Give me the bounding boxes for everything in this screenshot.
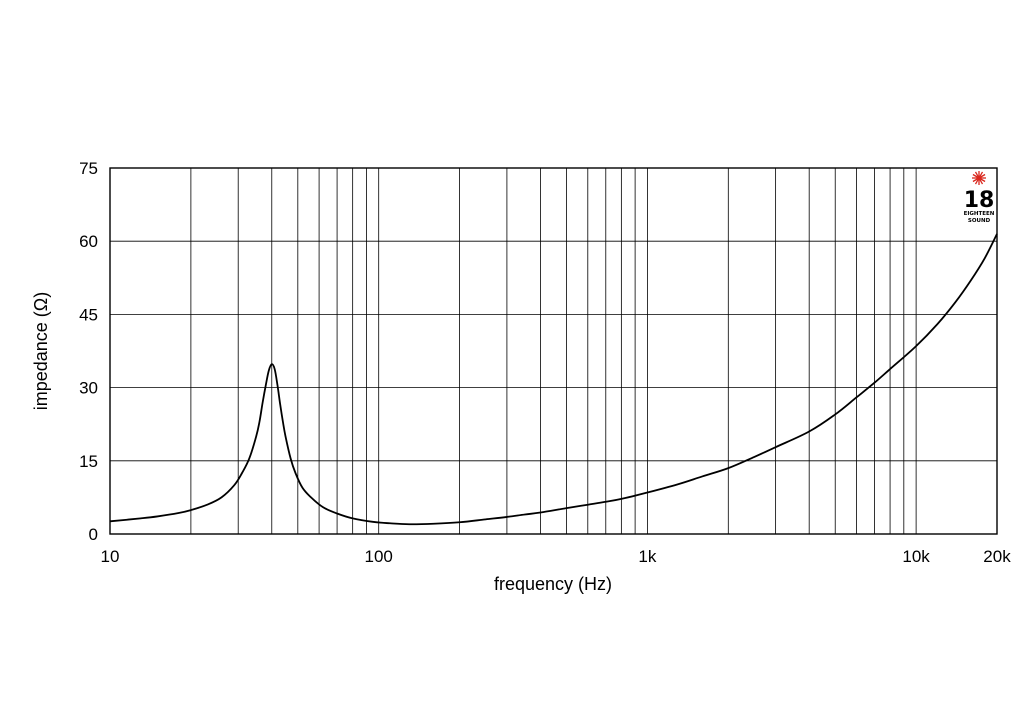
logo-line-2: SOUND — [968, 218, 991, 224]
y-tick-label: 60 — [79, 232, 98, 251]
brand-logo: 18 EIGHTEEN SOUND — [964, 171, 995, 224]
star-center — [977, 176, 981, 180]
x-tick-labels: 10 100 1k 10k 20k — [101, 547, 1012, 566]
logo-line-1: EIGHTEEN — [964, 211, 995, 217]
y-tick-label: 15 — [79, 452, 98, 471]
y-tick-label: 75 — [79, 159, 98, 178]
impedance-curve — [109, 233, 998, 526]
x-tick-label: 20k — [983, 547, 1011, 566]
y-tick-label: 45 — [79, 305, 98, 324]
grid — [110, 168, 997, 534]
x-tick-label: 10 — [101, 547, 120, 566]
x-tick-label: 1k — [638, 547, 656, 566]
y-tick-label: 0 — [89, 525, 98, 544]
x-tick-label: 100 — [365, 547, 393, 566]
plot-frame — [109, 167, 998, 535]
y-axis-title: impedance (Ω) — [31, 292, 51, 411]
x-tick-label: 10k — [902, 547, 930, 566]
star-icon — [972, 171, 986, 185]
y-tick-labels: 0 15 30 45 60 75 — [79, 159, 98, 544]
x-axis-title: frequency (Hz) — [494, 574, 612, 594]
logo-number: 18 — [964, 188, 995, 213]
y-tick-label: 30 — [79, 379, 98, 398]
